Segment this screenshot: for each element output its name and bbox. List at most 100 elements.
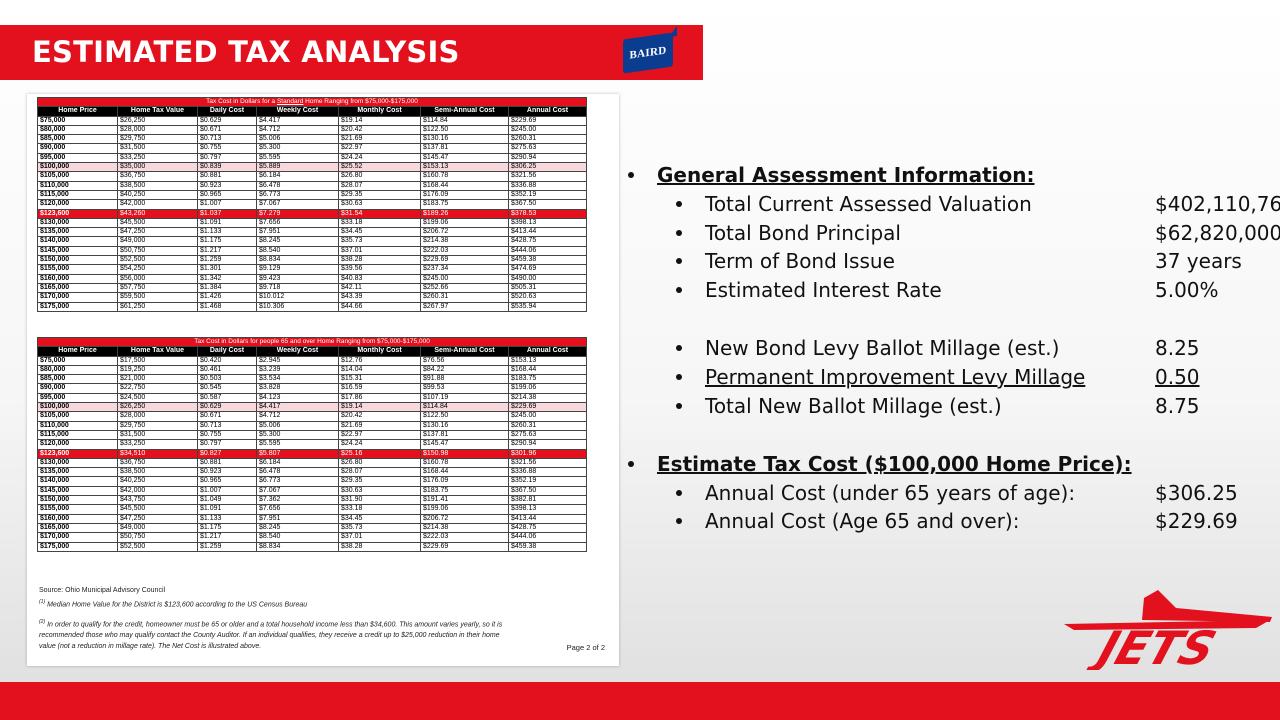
- table-cell: $28,000: [117, 411, 198, 422]
- table-cell: $9.718: [256, 282, 339, 294]
- table-cell: $120,000: [37, 439, 118, 450]
- table-cell: $34,510: [117, 448, 198, 459]
- table-cell: $84.22: [420, 364, 509, 376]
- millage-label: Permanent Improvement Levy Millage: [705, 365, 1086, 389]
- table-cell: $1.133: [197, 513, 257, 524]
- table-cell: $0.461: [197, 364, 257, 376]
- table-row: $95,000 $33,250 $0.797 $5.595 $24.24 $145.47 $…: [37, 152, 588, 164]
- senior-tax-table: Tax Cost in Dollars for people 65 and ov…: [36, 336, 588, 552]
- table-row: $135,000 $47,250 $1.133 $7.951 $34.45 $206.72…: [37, 227, 588, 238]
- table-cell: $75,000: [37, 355, 118, 366]
- table-row: $110,000 $38,500 $0.923 $6.478 $28.07 $168.44…: [37, 180, 588, 191]
- table-cell: $123,600: [37, 448, 118, 459]
- table-cell: $352.19: [507, 189, 588, 201]
- table-cell: $16.59: [338, 383, 421, 394]
- table-row: $170,000 $50,750 $1.217 $8.540 $37.01 $222.03…: [37, 532, 588, 543]
- table-row: $95,000 $24,500 $0.587 $4.123 $17.86 $107.19 $…: [37, 392, 588, 404]
- table-row: $120,000 $33,250 $0.797 $5.595 $24.24 $145.47…: [37, 439, 588, 450]
- table-cell: $0.881: [197, 457, 257, 469]
- table-row: $150,000 $43,750 $1.049 $7.362 $31.90 $191.41…: [37, 495, 588, 506]
- table-cell: $7.279: [256, 208, 339, 219]
- table-cell: $0.545: [197, 383, 257, 394]
- table-cell: $4.123: [256, 392, 339, 404]
- table-cell: $26.80: [338, 171, 421, 182]
- estimate-header-line: Estimate Tax Cost ($100,000 Home Price):: [626, 450, 1132, 478]
- cost-label: Annual Cost (Age 65 and over):: [705, 509, 1020, 533]
- table-cell: $1.175: [197, 236, 257, 247]
- info-item-valuation: Total Current Assessed Valuation $402,11…: [674, 190, 1280, 218]
- table-cell: $229.69: [420, 541, 509, 552]
- table-cell: $1.175: [197, 522, 257, 534]
- table-cell: $8.245: [256, 236, 339, 247]
- table-cell: $189.26: [420, 208, 509, 219]
- table-cell: $229.69: [420, 255, 509, 266]
- jet-plane-icon: JETS: [1064, 590, 1272, 676]
- table-cell: $183.75: [507, 374, 588, 385]
- table-row: $123,600 $34,510 $0.827 $5.807 $25.16 $150.98…: [37, 448, 588, 459]
- table-cell: $35.73: [338, 522, 421, 534]
- table-cell: $0.797: [197, 439, 257, 450]
- table-cell: $20.42: [338, 411, 421, 422]
- bullet-icon: [676, 403, 682, 409]
- table-row: $135,000 $38,500 $0.923 $6.478 $28.07 $168.44…: [37, 467, 588, 478]
- column-header: Home Tax Value: [117, 106, 198, 117]
- table-cell: $40,250: [117, 189, 198, 201]
- table-cell: $19,250: [117, 364, 198, 376]
- table-cell: $29.35: [338, 476, 421, 487]
- bullet-icon: [676, 230, 682, 236]
- table-cell: $1.049: [197, 495, 257, 506]
- table-cell: $34.45: [338, 513, 421, 524]
- table-cell: $474.69: [507, 264, 588, 275]
- table-cell: $80,000: [37, 364, 118, 376]
- table-cell: $170,000: [37, 292, 118, 303]
- table-cell: $7.951: [256, 513, 339, 524]
- table-cell: $183.75: [420, 485, 509, 497]
- table-row: $100,000 $35,000 $0.839 $5.889 $25.52 $153.13…: [37, 162, 588, 173]
- table-cell: $1.007: [197, 485, 257, 497]
- table-cell: $52,500: [117, 541, 198, 552]
- table-cell: $90,000: [37, 143, 118, 154]
- table-cell: $49,000: [117, 522, 198, 534]
- table-cell: $42.11: [338, 282, 421, 294]
- table-cell: $7.362: [256, 495, 339, 506]
- table-row: $155,000 $54,250 $1.301 $9.129 $39.56 $237.34…: [37, 264, 588, 275]
- table-cell: $0.629: [197, 402, 257, 413]
- table-header-row: Home Price Home Tax Value Daily Cost Weekly…: [37, 346, 588, 357]
- table-cell: $165,000: [37, 282, 118, 294]
- table-cell: $252.66: [420, 282, 509, 294]
- table-cell: $52,500: [117, 255, 198, 266]
- table-cell: $28.07: [338, 467, 421, 478]
- table-cell: $153.13: [420, 162, 509, 173]
- table-cell: $245.00: [507, 411, 588, 422]
- table-cell: $33.18: [338, 217, 421, 229]
- table-cell: $4.417: [256, 115, 339, 126]
- table-header-row: Home Price Home Tax Value Daily Cost Weekly…: [37, 106, 588, 117]
- table-row: $115,000 $31,500 $0.755 $5.300 $22.97 $137.81…: [37, 429, 588, 441]
- table-cell: $1.468: [197, 301, 257, 312]
- column-header: Weekly Cost: [256, 346, 339, 357]
- table-cell: $183.75: [420, 199, 509, 210]
- bullet-icon: [676, 518, 682, 524]
- table-cell: $12.76: [338, 355, 421, 366]
- column-header: Home Tax Value: [117, 346, 198, 357]
- bullet-icon: [676, 374, 682, 380]
- table-cell: $6.478: [256, 180, 339, 191]
- table-cell: $10.306: [256, 301, 339, 312]
- table-cell: $3.534: [256, 374, 339, 385]
- table-cell: $1.342: [197, 273, 257, 284]
- table-cell: $99.53: [420, 383, 509, 394]
- table-cell: $1.037: [197, 208, 257, 219]
- table-row: $145,000 $42,000 $1.007 $7.067 $30.63 $183.75…: [37, 485, 588, 497]
- table-cell: $37.01: [338, 532, 421, 543]
- table-cell: $35.73: [338, 236, 421, 247]
- table-cell: $135,000: [37, 227, 118, 238]
- table-cell: $100,000: [37, 162, 118, 173]
- info-value: $62,820,000: [1155, 221, 1280, 245]
- table-cell: $1.133: [197, 227, 257, 238]
- millage-item-total: Total New Ballot Millage (est.) 8.75: [674, 392, 1266, 420]
- source-note: Source: Ohio Municipal Advisory Council: [39, 587, 166, 594]
- table-row: $150,000 $52,500 $1.259 $8.834 $38.28 $229.69…: [37, 255, 588, 266]
- table-row: $110,000 $29,750 $0.713 $5.006 $21.69 $130.16…: [37, 420, 588, 431]
- table-row: $145,000 $50,750 $1.217 $8.540 $37.01 $222.03…: [37, 245, 588, 257]
- table-row: $175,000 $61,250 $1.468 $10.306 $44.66 $267.9…: [37, 301, 588, 312]
